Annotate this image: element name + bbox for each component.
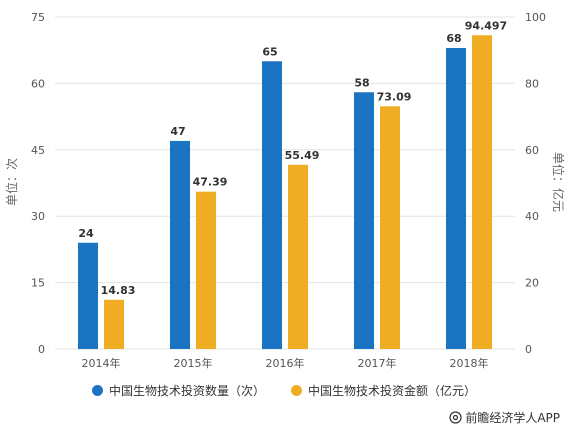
y-tick-left: 15 (31, 277, 45, 290)
data-label-amount: 73.09 (377, 90, 412, 103)
y-tick-left: 60 (31, 77, 45, 90)
source-credit: 前瞻经济学人APP (449, 409, 560, 426)
y-tick-left: 0 (38, 343, 45, 356)
legend-dot-amount (291, 385, 302, 396)
chart: 24 14.83 47 47.39 65 55.49 58 73.09 68 94.497 0 15… (4, 11, 566, 370)
data-label-amount: 55.49 (285, 149, 320, 162)
bars (78, 35, 492, 350)
data-label-amount: 94.497 (465, 19, 507, 32)
data-labels: 24 14.83 47 47.39 65 55.49 58 73.09 68 94.497 (78, 19, 507, 296)
bar-amount (104, 299, 124, 349)
data-label-count: 24 (78, 227, 94, 240)
x-tick: 2014年 (82, 356, 121, 370)
bar-count (170, 140, 190, 349)
bar-count (354, 92, 374, 350)
y-axis-right-title: 单位：亿元 (551, 152, 566, 212)
bar-count (78, 242, 98, 349)
legend-label-amount: 中国生物技术投资金额（亿元） (308, 384, 477, 398)
legend-dot-count (91, 385, 103, 396)
data-label-amount: 14.83 (101, 284, 136, 297)
data-label-amount: 47.39 (193, 176, 228, 189)
legend: 中国生物技术投资数量（次） 中国生物技术投资金额（亿元） (0, 382, 568, 399)
data-label-count: 47 (170, 125, 185, 138)
x-tick: 2018年 (450, 356, 489, 370)
y-tick-right: 40 (525, 210, 539, 223)
y-tick-right: 20 (525, 277, 539, 290)
bar-amount (196, 191, 216, 349)
legend-item-count: 中国生物技术投资数量（次） (91, 382, 265, 399)
y-tick-left: 75 (31, 11, 45, 24)
y-tick-right: 0 (525, 343, 532, 356)
bar-amount (472, 35, 492, 349)
bar-amount (380, 106, 400, 349)
data-label-count: 65 (262, 45, 277, 58)
x-tick: 2017年 (358, 356, 397, 370)
gridlines (55, 16, 515, 350)
bar-amount (288, 164, 308, 349)
source-text: 前瞻经济学人APP (465, 411, 560, 425)
y-tick-right: 100 (525, 11, 546, 24)
y-axis-left-title: 单位：次 (4, 158, 19, 206)
legend-item-amount: 中国生物技术投资金额（亿元） (291, 382, 476, 399)
y-tick-left: 45 (31, 144, 45, 157)
data-label-count: 68 (446, 32, 461, 45)
y-tick-right: 60 (525, 144, 539, 157)
x-tick: 2015年 (174, 356, 213, 370)
axis-ticks: 0 15 30 45 60 75 0 20 40 60 80 100 2014年 2015年 2016年 20… (31, 11, 546, 370)
legend-label-count: 中国生物技术投资数量（次） (108, 384, 265, 398)
y-tick-right: 80 (525, 77, 539, 90)
bar-count (262, 61, 282, 350)
data-label-count: 58 (354, 76, 369, 89)
bar-count (446, 47, 466, 350)
at-icon (449, 411, 462, 424)
y-tick-left: 30 (31, 210, 45, 223)
x-tick: 2016年 (266, 356, 305, 370)
